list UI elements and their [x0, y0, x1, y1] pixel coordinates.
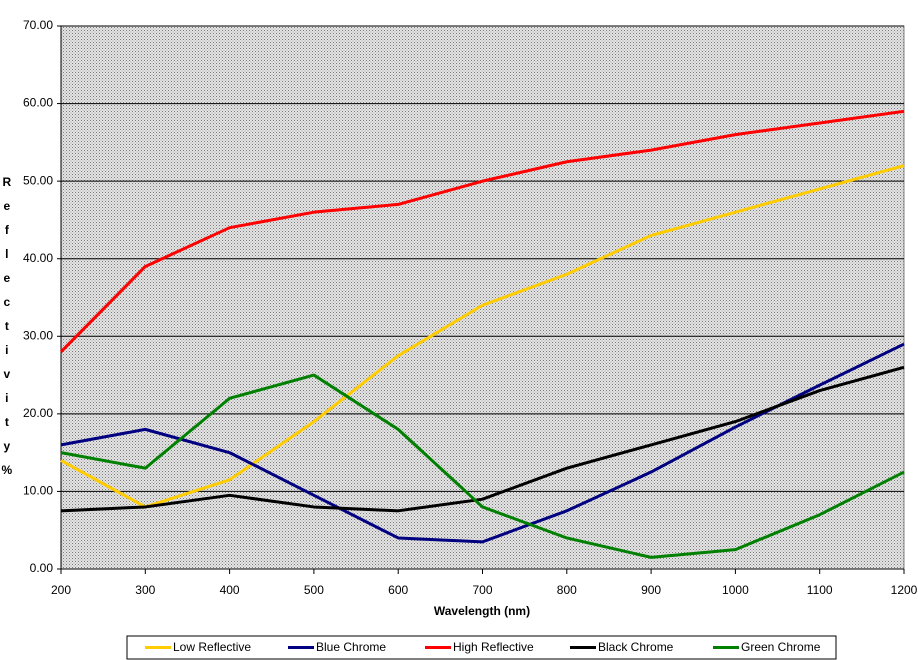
y-tick-label: 60.00	[23, 96, 53, 110]
x-tick-label: 1100	[807, 583, 833, 597]
x-tick-label: 700	[472, 583, 492, 597]
legend-label: Green Chrome	[741, 640, 821, 654]
y-tick-label: 70.00	[23, 18, 53, 32]
x-tick-label: 400	[220, 583, 240, 597]
series-line	[59, 109, 905, 353]
x-axis-label: Wavelength (nm)	[434, 604, 530, 618]
series-line	[60, 164, 905, 509]
y-tick-label: 40.00	[23, 251, 53, 265]
y-tick-label: 50.00	[23, 173, 53, 187]
series-line	[60, 373, 905, 559]
x-tick-label: 600	[388, 583, 408, 597]
x-tick-label: 1000	[722, 583, 749, 597]
x-tick-label: 900	[641, 583, 661, 597]
plot-area	[60, 25, 905, 570]
series-line	[60, 365, 905, 513]
x-tick-label: 500	[304, 583, 324, 597]
y-tick-label: 30.00	[23, 328, 53, 342]
legend-label: Low Reflective	[173, 640, 251, 654]
legend-label: Blue Chrome	[316, 640, 386, 654]
legend-label: Black Chrome	[598, 640, 674, 654]
y-tick-label: 20.00	[23, 406, 53, 420]
y-tick-label: 10.00	[23, 484, 53, 498]
legend	[126, 635, 837, 660]
series-line	[60, 342, 905, 544]
x-tick-label: 200	[51, 583, 71, 597]
x-tick-label: 1200	[891, 583, 918, 597]
y-axis-label: R e f l e c t i v i t y %	[0, 175, 14, 475]
x-tick-label: 800	[557, 583, 577, 597]
legend-label: High Reflective	[453, 640, 534, 654]
y-tick-label: 0.00	[30, 561, 54, 575]
x-tick-label: 300	[135, 583, 155, 597]
